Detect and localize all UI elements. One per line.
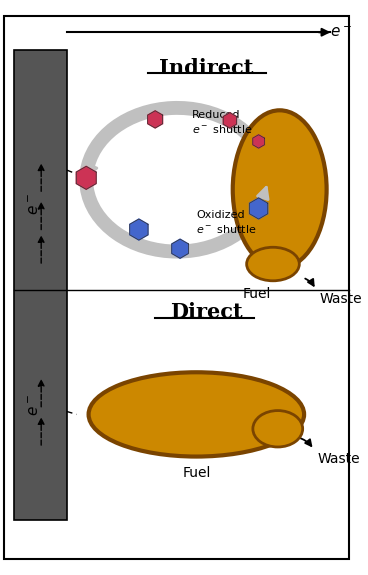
- Text: Direct: Direct: [170, 302, 242, 323]
- Ellipse shape: [253, 411, 302, 447]
- Polygon shape: [130, 219, 148, 240]
- Polygon shape: [250, 198, 268, 219]
- Ellipse shape: [89, 372, 304, 457]
- Polygon shape: [76, 166, 96, 189]
- Text: Waste: Waste: [318, 452, 361, 466]
- Text: $e^-$: $e^-$: [27, 193, 42, 214]
- Text: Fuel: Fuel: [243, 287, 271, 301]
- Text: Fuel: Fuel: [182, 466, 210, 480]
- Polygon shape: [253, 135, 265, 148]
- Ellipse shape: [247, 247, 299, 281]
- Ellipse shape: [233, 110, 327, 269]
- Text: Reduced
$e^-$ shuttle: Reduced $e^-$ shuttle: [192, 110, 252, 135]
- Text: $e^-$: $e^-$: [330, 25, 352, 40]
- Text: Waste: Waste: [320, 292, 362, 306]
- Polygon shape: [148, 111, 163, 128]
- Text: Indirect: Indirect: [159, 58, 253, 78]
- Text: Oxidized
$e^-$ shuttle: Oxidized $e^-$ shuttle: [197, 210, 257, 235]
- Bar: [14, 51, 67, 520]
- Polygon shape: [172, 239, 188, 258]
- Polygon shape: [223, 113, 237, 128]
- Text: $e^-$: $e^-$: [27, 394, 42, 416]
